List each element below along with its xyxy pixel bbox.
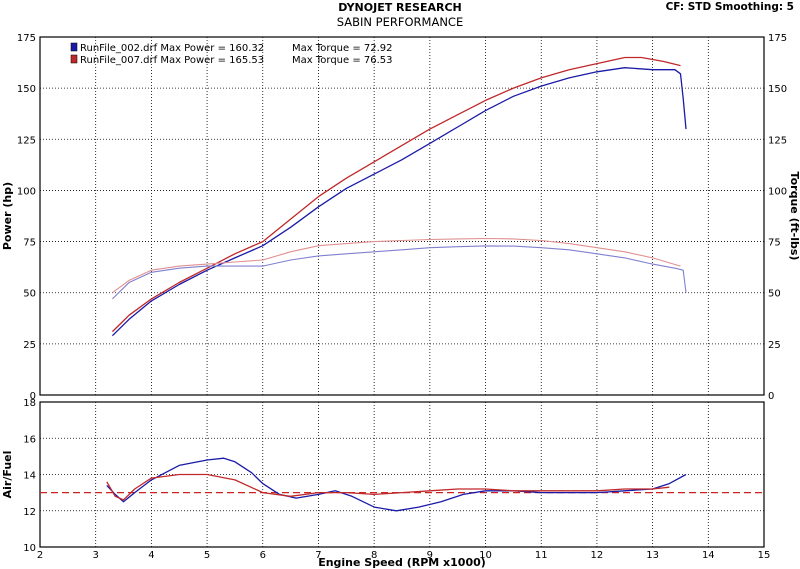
xtick-label: 8 (371, 550, 377, 561)
power-torque-ytick-label: 25 (23, 340, 36, 351)
power-torque-ytick-label-right: 125 (768, 135, 787, 146)
chart-subtitle: SABIN PERFORMANCE (336, 15, 464, 29)
xtick-label: 3 (93, 550, 99, 561)
power-torque-ytick-label: 125 (17, 135, 36, 146)
legend-swatch (70, 42, 78, 52)
power-torque-ytick-label-right: 50 (768, 289, 781, 300)
air-fuel-ytick-label: 12 (23, 507, 36, 518)
legend-entry: RunFile_007.drf Max Power = 165.53 (80, 55, 264, 66)
afr-axis-label: Air/Fuel (1, 451, 14, 499)
power-line-run1 (111, 67, 687, 337)
correction-factor-info: CF: STD Smoothing: 5 (665, 1, 794, 13)
legend-torque-entry: Max Torque = 72.92 (292, 43, 393, 54)
torque-axis-label: Torque (ft-lbs) (788, 172, 800, 261)
air-fuel-ytick-label: 14 (23, 471, 36, 482)
xtick-label: 6 (260, 550, 266, 561)
xtick-label: 12 (591, 550, 604, 561)
xtick-label: 9 (427, 550, 433, 561)
power-torque-panel: 0 0 25 25 50 50 75 75 100 100 125 125 150 150 175 175 Po… (1, 33, 800, 402)
power-torque-ytick-label-right: 75 (768, 238, 781, 249)
power-line-run2 (111, 56, 681, 333)
air-fuel-panel: 10 12 14 16 18 Air/Fuel 2 3 4 5 6 7 8 9 10 11 12 13 14 15 En… (1, 398, 770, 569)
xtick-label: 10 (479, 550, 492, 561)
air-fuel-ytick-label: 10 (23, 543, 36, 554)
air-fuel-ytick-label: 18 (23, 398, 36, 409)
xtick-label: 13 (646, 550, 659, 561)
power-torque-frame (39, 36, 765, 396)
legend-torque-entry: Max Torque = 76.53 (292, 55, 393, 66)
torque-line-run1 (112, 245, 687, 300)
chart-title: DYNOJET RESEARCH (338, 1, 462, 14)
afr-line-run1 (106, 457, 687, 512)
legend-entry: RunFile_002.drf Max Power = 160.32 (80, 43, 264, 54)
xtick-label: 5 (204, 550, 210, 561)
x-axis-label: Engine Speed (RPM x1000) (318, 556, 486, 569)
power-torque-ytick-label-right: 150 (768, 84, 787, 95)
power-axis-label: Power (hp) (1, 182, 14, 250)
air-fuel-ytick-label: 16 (23, 434, 36, 445)
xtick-label: 4 (148, 550, 154, 561)
xtick-label: 11 (535, 550, 548, 561)
legend-swatch (70, 54, 78, 64)
power-torque-ytick-label-right: 175 (768, 33, 787, 44)
xtick-label: 14 (702, 550, 715, 561)
power-torque-ytick-label: 100 (17, 186, 36, 197)
power-torque-ytick-label-right: 0 (768, 391, 774, 402)
xtick-label: 7 (315, 550, 321, 561)
xtick-label: 15 (758, 550, 771, 561)
power-torque-ytick-label: 150 (17, 84, 36, 95)
torque-line-run2 (112, 237, 681, 294)
xtick-label: 2 (37, 550, 43, 561)
legend: RunFile_002.drf Max Power = 160.32 Max To… (70, 42, 393, 66)
power-torque-ytick-label: 175 (17, 33, 36, 44)
air-fuel-frame (39, 401, 765, 548)
power-torque-ytick-label-right: 25 (768, 340, 781, 351)
power-torque-ytick-label: 75 (23, 238, 36, 249)
power-torque-ytick-label: 50 (23, 289, 36, 300)
afr-line-run2 (106, 473, 670, 501)
power-torque-ytick-label-right: 100 (768, 186, 787, 197)
power-torque-ytick-label: 0 (30, 391, 36, 402)
